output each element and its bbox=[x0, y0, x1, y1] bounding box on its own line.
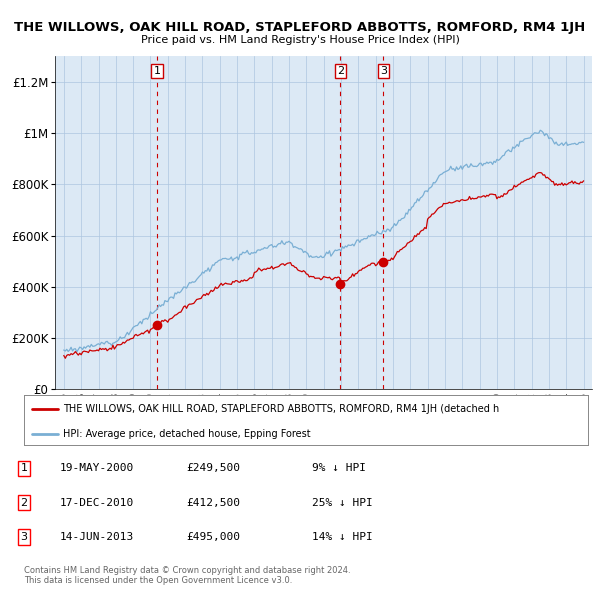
Text: 19-MAY-2000: 19-MAY-2000 bbox=[60, 464, 134, 473]
Text: 14-JUN-2013: 14-JUN-2013 bbox=[60, 532, 134, 542]
Text: Price paid vs. HM Land Registry's House Price Index (HPI): Price paid vs. HM Land Registry's House … bbox=[140, 35, 460, 45]
Text: 2: 2 bbox=[337, 66, 344, 76]
Text: HPI: Average price, detached house, Epping Forest: HPI: Average price, detached house, Eppi… bbox=[64, 430, 311, 440]
Text: THE WILLOWS, OAK HILL ROAD, STAPLEFORD ABBOTTS, ROMFORD, RM4 1JH (detached h: THE WILLOWS, OAK HILL ROAD, STAPLEFORD A… bbox=[64, 404, 500, 414]
Text: 9% ↓ HPI: 9% ↓ HPI bbox=[312, 464, 366, 473]
Text: 3: 3 bbox=[380, 66, 387, 76]
Text: THE WILLOWS, OAK HILL ROAD, STAPLEFORD ABBOTTS, ROMFORD, RM4 1JH: THE WILLOWS, OAK HILL ROAD, STAPLEFORD A… bbox=[14, 21, 586, 34]
Text: 3: 3 bbox=[20, 532, 28, 542]
Text: 1: 1 bbox=[154, 66, 161, 76]
Text: 25% ↓ HPI: 25% ↓ HPI bbox=[312, 498, 373, 507]
Text: 14% ↓ HPI: 14% ↓ HPI bbox=[312, 532, 373, 542]
Text: 17-DEC-2010: 17-DEC-2010 bbox=[60, 498, 134, 507]
Text: Contains HM Land Registry data © Crown copyright and database right 2024.
This d: Contains HM Land Registry data © Crown c… bbox=[24, 566, 350, 585]
Text: 2: 2 bbox=[20, 498, 28, 507]
Text: £249,500: £249,500 bbox=[186, 464, 240, 473]
Text: £495,000: £495,000 bbox=[186, 532, 240, 542]
Text: £412,500: £412,500 bbox=[186, 498, 240, 507]
Text: 1: 1 bbox=[20, 464, 28, 473]
